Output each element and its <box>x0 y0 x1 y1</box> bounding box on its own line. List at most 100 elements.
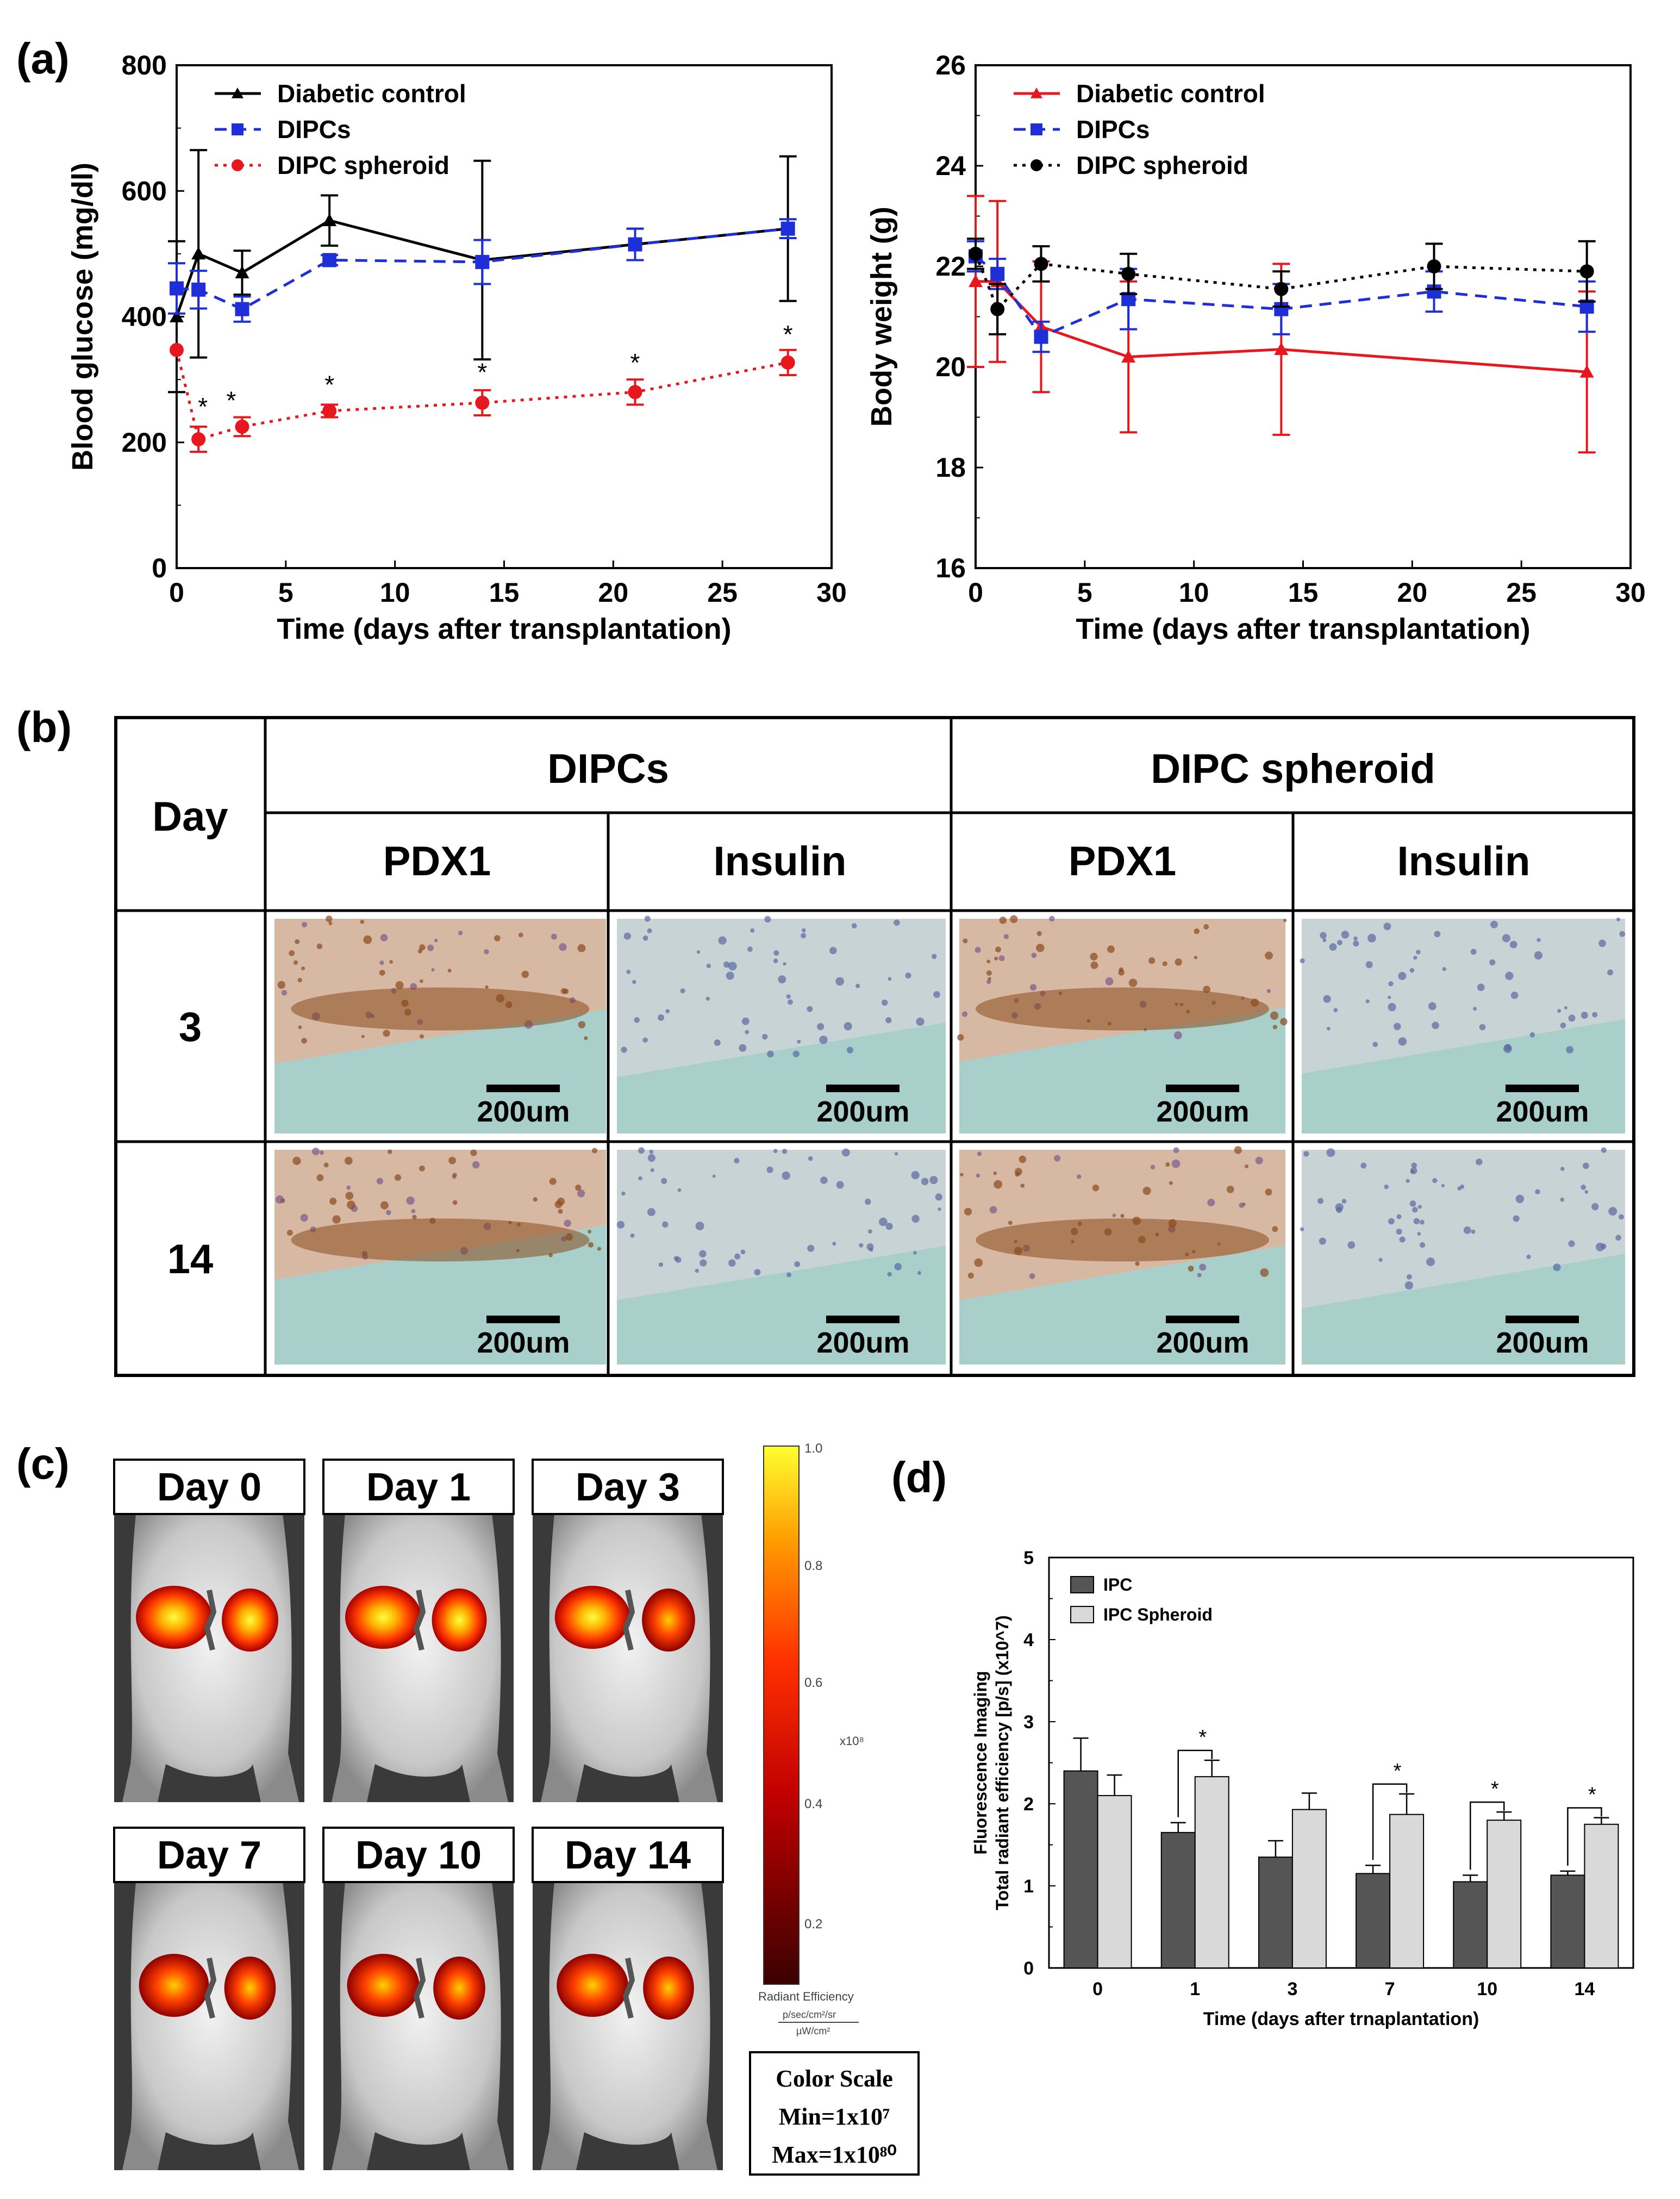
significance-star: * <box>1588 1784 1596 1806</box>
bar-ipc <box>1453 1881 1488 1968</box>
significance-star: * <box>1394 1760 1402 1783</box>
cell-dot <box>448 1156 456 1164</box>
cell-dot <box>986 960 991 964</box>
cell-dot <box>1175 958 1182 966</box>
cell-dot <box>882 999 888 1006</box>
marker-square <box>1031 123 1042 135</box>
cell-dot <box>1365 999 1370 1004</box>
cell-dot <box>851 923 857 929</box>
significance-star: * <box>198 393 208 421</box>
cell-dot <box>1592 1012 1598 1018</box>
marker-triangle <box>969 274 983 288</box>
cell-dot <box>1207 1198 1215 1206</box>
cell-dot <box>1341 930 1350 939</box>
legend-swatch <box>1070 1606 1094 1623</box>
legend: Diabetic control DIPCs DIPC spheroid <box>1014 79 1265 179</box>
cell-dot <box>1476 1158 1483 1166</box>
x-tick-label: 0 <box>1092 1979 1103 1999</box>
cell-dot <box>484 949 489 955</box>
cell-dot <box>577 944 586 952</box>
day-label: Day 10 <box>355 1834 482 1877</box>
bar-ipc-spheroid <box>1194 1776 1229 1968</box>
cell-dot <box>1441 1183 1445 1187</box>
cell-dot <box>564 1219 571 1227</box>
cell-dot <box>1388 1218 1395 1225</box>
cell-dot <box>1505 971 1514 980</box>
signal-right-kidney <box>642 1588 695 1652</box>
cell-dot <box>734 1253 741 1260</box>
marker-square <box>191 282 206 297</box>
scale-bar-label: 200um <box>1496 1095 1589 1128</box>
significance-star: * <box>630 348 640 377</box>
day-label-box <box>532 1459 724 1515</box>
cell-dot <box>1413 956 1417 960</box>
colorbar-gradient <box>763 1446 800 1985</box>
cell-dot <box>767 1050 774 1058</box>
cell-dot <box>1413 1218 1420 1225</box>
cell-dot <box>1199 1263 1207 1271</box>
cell-dot <box>275 1195 284 1204</box>
cell-dot <box>277 981 285 989</box>
cell-dot <box>726 971 734 980</box>
cell-dot <box>1347 1241 1356 1249</box>
cell-dot <box>782 1171 790 1180</box>
cell-dot <box>977 1151 982 1156</box>
cell-dot <box>301 966 305 970</box>
scale-bar <box>486 1085 560 1092</box>
cell-dot <box>1581 1185 1586 1190</box>
cell-dot <box>696 950 701 954</box>
marker-square <box>322 253 337 267</box>
panel-label-b: (b) <box>16 703 72 751</box>
cell-dot <box>286 1230 293 1236</box>
cell-dot <box>1442 967 1447 971</box>
cell-dot <box>650 1168 654 1172</box>
cell-dot <box>1409 1200 1416 1207</box>
cell-dot <box>518 932 523 938</box>
cell-dot <box>905 972 911 979</box>
cell-dot <box>700 1259 707 1267</box>
cell-dot <box>1404 1281 1414 1290</box>
cell-dot <box>1120 1213 1125 1218</box>
cell-dot <box>807 1244 815 1252</box>
cell-dot <box>1616 917 1620 921</box>
cell-dot <box>1135 1261 1140 1266</box>
cell-dot <box>935 1193 942 1201</box>
x-tick-label: 20 <box>1397 577 1428 608</box>
y-axis-label-line2: Total radiant efficiency [p/s] (x10^7) <box>992 1615 1012 1910</box>
signal-right-kidney <box>433 1957 485 2020</box>
cell-dot <box>658 1262 664 1267</box>
table-border <box>114 716 1635 1377</box>
cell-dot <box>1365 961 1373 969</box>
cell-dot <box>820 1176 828 1184</box>
cell-dot <box>1428 1002 1437 1011</box>
cell-dot <box>577 1189 585 1198</box>
cell-dot <box>869 1248 873 1252</box>
cell-dot <box>1560 1167 1565 1171</box>
marker-circle <box>322 403 337 418</box>
cell-dot <box>431 968 435 971</box>
cell-dot <box>1173 1031 1182 1039</box>
legend-label: DIPC spheroid <box>277 151 449 179</box>
cell-dot <box>642 935 648 941</box>
cell-dot <box>300 1213 308 1222</box>
cell-dot <box>626 969 631 974</box>
cell-dot <box>1165 1162 1170 1167</box>
colorbar-tick-1: 1.0 <box>804 1441 822 1456</box>
day-label: Day 14 <box>565 1834 691 1877</box>
cell-dot <box>621 1191 626 1196</box>
cell-dot <box>921 1178 929 1186</box>
imaging-day-1: Day 1 <box>322 1459 515 1802</box>
cell-dot <box>521 970 529 978</box>
cell-dot <box>1416 950 1421 955</box>
cell-dot <box>452 1174 457 1179</box>
cell-dot <box>1049 915 1055 922</box>
cell-dot <box>1148 957 1156 964</box>
cell-dot <box>1327 1026 1331 1031</box>
histology-table: Day DIPCs DIPC spheroid PDX1 Insulin PDX… <box>114 716 1635 1377</box>
cell-dot <box>328 921 333 925</box>
day-label-box <box>322 1459 515 1515</box>
y-tick-label: 5 <box>1023 1548 1034 1568</box>
marker-triangle <box>1121 350 1136 363</box>
marker-circle <box>1031 159 1042 171</box>
cell-dot <box>1090 952 1098 961</box>
